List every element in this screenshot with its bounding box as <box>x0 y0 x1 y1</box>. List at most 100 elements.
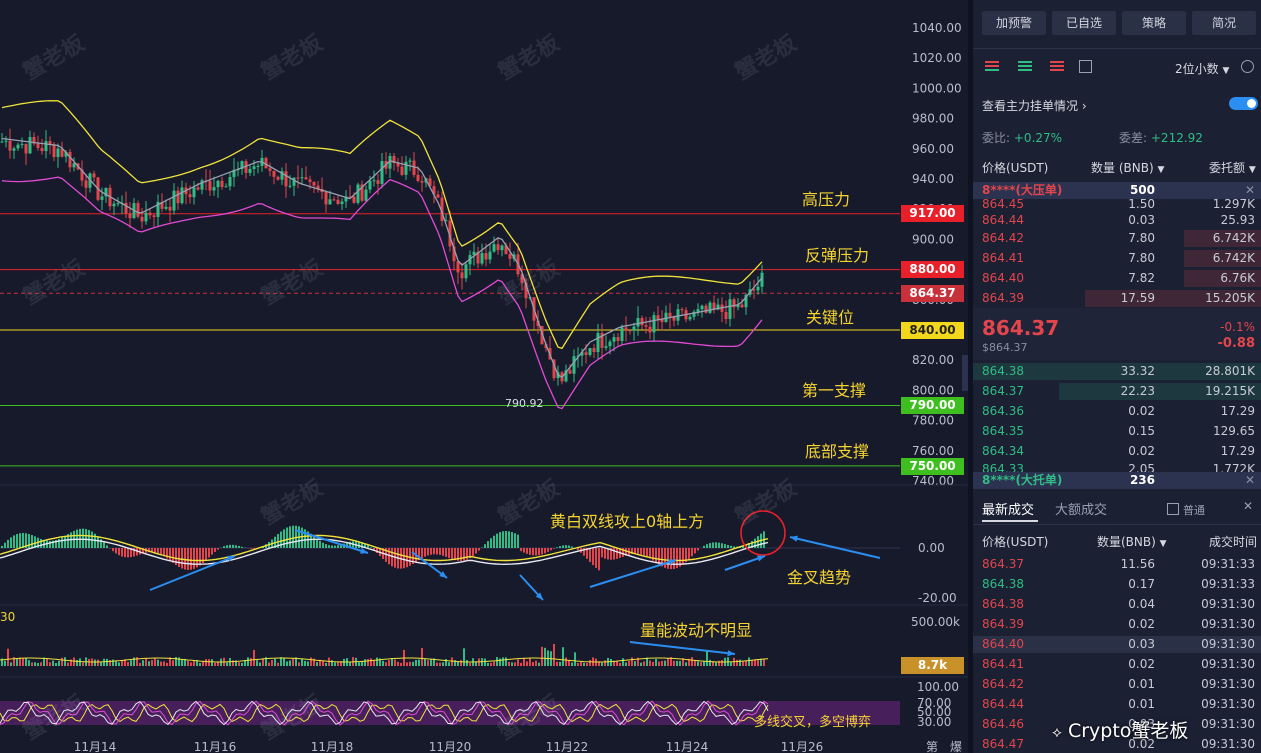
volume-bar <box>154 658 156 666</box>
bid-row[interactable]: 864.36 0.02 17.29 <box>973 403 1261 420</box>
volume-bar <box>103 658 105 666</box>
arrow-head <box>727 650 735 657</box>
bid-row[interactable]: 864.35 0.15 129.65 <box>973 423 1261 440</box>
header-price: 价格(USDT) <box>982 161 1049 175</box>
macd-histogram-bar <box>142 548 144 554</box>
macd-histogram-bar <box>373 548 375 551</box>
big-bid-row[interactable]: 8****(大托单) 236 ✕ <box>973 472 1261 489</box>
macd-histogram-bar <box>571 546 573 548</box>
volume-bar <box>94 659 96 666</box>
volume-bar <box>742 660 744 666</box>
volume-bar <box>268 662 270 666</box>
trade-qty: 0.01 <box>1128 677 1155 691</box>
orderbook-bids-icon[interactable] <box>1018 61 1032 73</box>
volume-bar <box>196 659 198 666</box>
volume-bar <box>16 658 18 666</box>
volume-bar <box>106 658 108 666</box>
bid-row[interactable]: 864.34 0.02 17.29 <box>973 443 1261 460</box>
ask-row[interactable]: 864.45 1.50 1.297K <box>973 196 1261 213</box>
bid-price: 864.38 <box>982 364 1024 378</box>
orderbook-asks-icon[interactable] <box>1050 61 1064 73</box>
decimals-select[interactable]: 2位小数 ▼ <box>1175 60 1229 77</box>
rsi-line <box>0 700 769 726</box>
volume-bar <box>448 662 450 666</box>
main-orders-toggle[interactable] <box>1229 97 1258 110</box>
date-axis-tick: 11月18 <box>311 740 354 753</box>
corner-brand-label: Crypto蟹老板 <box>1067 720 1189 742</box>
arrow <box>589 559 677 588</box>
ask-row[interactable]: 864.44 0.03 25.93 <box>973 212 1261 229</box>
volume-bar <box>235 660 237 666</box>
header-qty[interactable]: 数量 (BNB) ▼ <box>1091 159 1164 176</box>
price-chart[interactable]: 1040.00 1020.00 1000.00 980.00 960.00 940.00 9… <box>0 0 968 753</box>
macd-histogram-bar <box>427 548 429 556</box>
bid-qty: 0.02 <box>1128 404 1155 418</box>
candle-body <box>752 289 756 291</box>
volume-bar <box>124 659 126 666</box>
volume-bar <box>418 659 420 666</box>
volume-bar <box>28 660 30 666</box>
chart-canvas[interactable]: 1040.00 1020.00 1000.00 980.00 960.00 940.00 9… <box>0 0 968 753</box>
overview-button[interactable]: 简况 <box>1192 11 1256 35</box>
tab-large-trades[interactable]: 大额成交 <box>1055 503 1108 518</box>
expand-icon[interactable] <box>1079 60 1092 73</box>
volume-bar <box>397 661 399 666</box>
volume-bar <box>586 662 588 666</box>
macd-histogram-bar <box>130 548 132 558</box>
big-ask-row[interactable]: 8****(大压单) 500 ✕ <box>973 182 1261 199</box>
trade-qty: 11.56 <box>1120 557 1155 571</box>
normal-checkbox[interactable] <box>1167 503 1179 515</box>
volume-bar <box>31 662 33 666</box>
macd-histogram-bar <box>64 535 66 548</box>
volume-bar <box>583 662 585 666</box>
add-alert-button[interactable]: 加预警 <box>982 11 1046 35</box>
close-icon[interactable]: ✕ <box>1244 473 1255 487</box>
ask-row[interactable]: 864.39 17.59 15.205K <box>973 290 1261 307</box>
candle-body <box>408 160 412 162</box>
trade-qty: 0.03 <box>1128 717 1155 731</box>
last-price-block: 864.37 $864.37 -0.1% -0.88 <box>973 308 1261 360</box>
candle-body <box>332 199 336 201</box>
candle-body <box>172 190 176 211</box>
price-axis-tick: 960.00 <box>912 142 954 156</box>
candle-body <box>624 327 628 331</box>
volume-bar <box>517 659 519 666</box>
ask-row[interactable]: 864.40 7.82 6.76K <box>973 270 1261 287</box>
tab-underline <box>982 520 1038 522</box>
tab-latest-trades[interactable]: 最新成交 <box>982 503 1035 518</box>
settings-gear-icon[interactable] <box>1241 60 1254 73</box>
bid-row[interactable]: 864.37 22.23 19.215K <box>973 383 1261 400</box>
macd-histogram-bar <box>583 548 585 556</box>
volume-bar <box>676 660 678 666</box>
candle-body <box>56 148 60 157</box>
last-price-usd: $864.37 <box>982 341 1028 354</box>
volume-bar <box>361 661 363 666</box>
golden-cross-circle <box>740 510 786 556</box>
macd-histogram-bar <box>376 548 378 554</box>
candle-body <box>576 355 580 357</box>
orderbook-both-icon[interactable] <box>985 61 999 73</box>
volume-bar <box>133 657 135 666</box>
close-icon[interactable]: ✕ <box>1244 183 1255 197</box>
diff-value: +212.92 <box>1150 131 1203 145</box>
ask-row[interactable]: 864.41 7.80 6.742K <box>973 250 1261 267</box>
close-icon[interactable]: ✕ <box>1243 499 1254 513</box>
volume-bar <box>646 657 648 666</box>
panel-collapse-handle[interactable] <box>962 355 968 391</box>
price-axis-tick: 940.00 <box>912 172 954 186</box>
macd-histogram-bar <box>280 531 282 548</box>
watchlist-button[interactable]: 已自选 <box>1052 11 1116 35</box>
macd-histogram-bar <box>85 528 87 548</box>
volume-bar <box>301 658 303 666</box>
volume-bar <box>286 661 288 666</box>
trade-header-qty[interactable]: 数量(BNB) ▼ <box>1097 533 1167 550</box>
ask-row[interactable]: 864.42 7.80 6.742K <box>973 230 1261 247</box>
header-total[interactable]: 委托额 ▼ <box>1209 159 1256 176</box>
macd-histogram-bar <box>79 528 81 548</box>
strategy-button[interactable]: 策略 <box>1122 11 1186 35</box>
bid-row[interactable]: 864.38 33.32 28.801K <box>973 363 1261 380</box>
macd-histogram-bar <box>286 527 288 548</box>
macd-histogram-bar <box>544 548 546 554</box>
main-orders-link[interactable]: 查看主力挂单情况 › <box>982 97 1087 114</box>
arrow-head <box>757 555 765 562</box>
